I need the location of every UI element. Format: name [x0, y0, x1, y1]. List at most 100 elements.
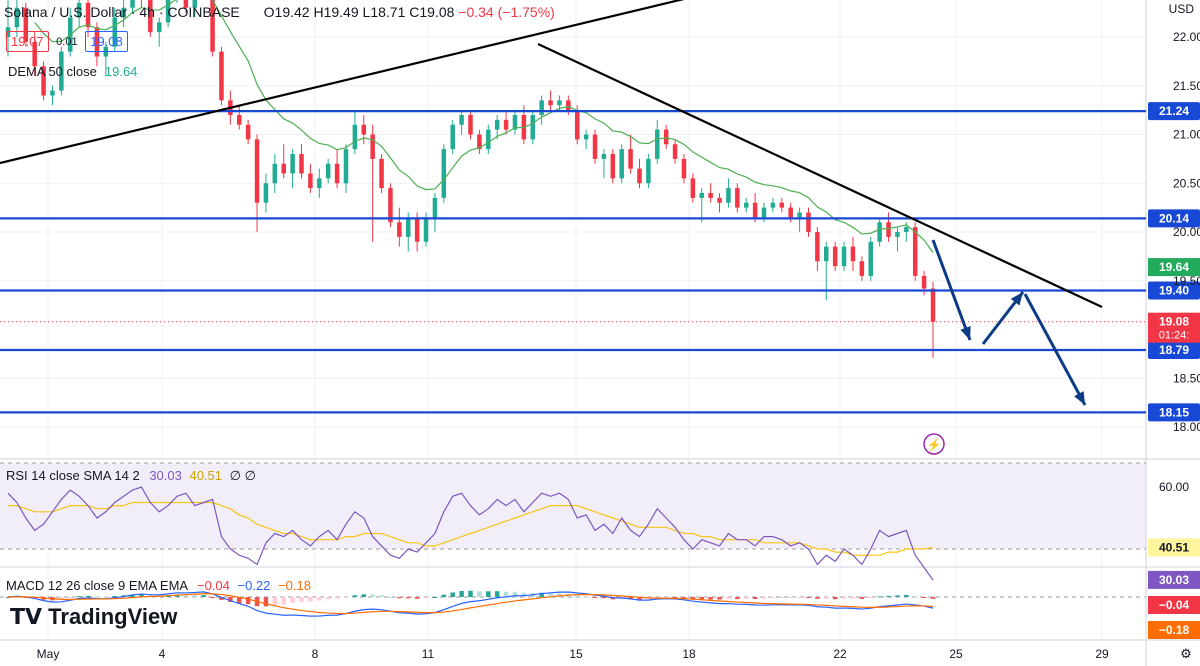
candle [619, 149, 624, 179]
rsi-ma-line [8, 501, 934, 556]
candle [752, 202, 758, 218]
candle [921, 275, 927, 289]
currency-selector[interactable]: USD [1168, 2, 1194, 16]
candle [699, 193, 704, 198]
candle [806, 212, 811, 232]
macd-label: MACD 12 26 close 9 EMA EMA [6, 578, 188, 593]
lightning-icon: ⚡ [927, 438, 942, 452]
candle [832, 246, 838, 267]
macd-histogram-bar [521, 592, 527, 597]
macd-histogram-bar [450, 592, 455, 597]
candle [14, 7, 20, 28]
candle [370, 134, 375, 159]
candle [325, 163, 331, 179]
time-tick: 15 [569, 647, 583, 661]
candle [414, 217, 420, 242]
candle [486, 129, 491, 150]
macd-histogram-bar [352, 595, 358, 597]
candle [450, 124, 455, 150]
candle [192, 0, 198, 8]
macd-histogram-bar [806, 597, 811, 598]
macd-histogram-bar [717, 597, 722, 600]
level-price-badge [1148, 209, 1200, 228]
candle [690, 178, 696, 198]
settings-icon: ⚙ [1180, 646, 1192, 661]
macd-line-value: −0.22 [237, 578, 271, 593]
rsi-badge [1148, 570, 1200, 589]
level-price-badge [1148, 340, 1200, 359]
candle [334, 163, 340, 184]
macd-histogram-bar [797, 597, 802, 598]
candle [503, 119, 509, 130]
rsi-ma-badge [1148, 538, 1200, 557]
candle [59, 51, 64, 91]
macd-histogram-bar [183, 595, 189, 597]
macd-histogram-bar [210, 597, 215, 598]
candle [743, 202, 749, 208]
candle [850, 246, 856, 262]
candle [824, 246, 829, 262]
macd-histogram-bar [379, 595, 384, 597]
candle [459, 115, 464, 125]
rsi-badge-label: 30.03 [1159, 573, 1189, 587]
candle [432, 197, 438, 218]
candle [165, 0, 171, 23]
dema-label: DEMA 50 close [8, 64, 97, 79]
rsi-line [7, 486, 934, 581]
macd-histogram-bar [921, 597, 927, 598]
macd-histogram-bar [699, 597, 704, 600]
rsi-ma-value: 40.51 [189, 468, 223, 483]
rsi-legend[interactable]: RSI 14 close SMA 14 2 30.03 40.51 ∅ ∅ [6, 468, 256, 484]
last-price-label: 19.08 [1159, 315, 1189, 329]
candle [388, 188, 393, 223]
macd-histogram-bar [868, 597, 873, 598]
candle [494, 119, 500, 130]
macd-histogram-bar [423, 597, 429, 599]
candle [530, 115, 536, 140]
macd-line [7, 591, 934, 617]
projection-arrowhead [1074, 391, 1085, 405]
macd-hist-badge-label: −0.04 [1159, 598, 1190, 612]
sell-price-button[interactable]: 19.07 [6, 31, 49, 52]
candle [557, 100, 562, 106]
candle [5, 27, 11, 37]
macd-signal-value: −0.18 [278, 578, 311, 593]
bar-countdown: 01:24: [1159, 330, 1190, 342]
macd-histogram-bar [708, 597, 713, 600]
candle [770, 202, 776, 208]
symbol-title[interactable]: Solana / U.S. Dollar · 4h · COINBASE [4, 4, 240, 20]
macd-histogram-bar [850, 597, 856, 599]
macd-histogram-bar [334, 597, 340, 599]
rsi-ma-badge-label: 40.51 [1159, 540, 1189, 554]
candle [717, 197, 722, 203]
level-price-label: 18.79 [1159, 343, 1189, 357]
dema-price-badge [1148, 258, 1200, 277]
candle [317, 178, 322, 189]
macd-histogram-bar [201, 595, 206, 597]
dema-legend[interactable]: DEMA 50 close 19.64 [8, 64, 137, 79]
macd-histogram-bar [886, 595, 891, 597]
candle [352, 124, 358, 150]
buy-price-button[interactable]: 19.08 [85, 31, 128, 52]
macd-histogram-bar [726, 597, 731, 600]
macd-histogram-bar [317, 597, 322, 601]
candle [50, 90, 55, 96]
level-price-badge [1148, 403, 1200, 422]
signal-line [7, 593, 934, 615]
macd-legend[interactable]: MACD 12 26 close 9 EMA EMA −0.04 −0.22 −… [6, 578, 311, 593]
candle [148, 0, 153, 33]
candle [94, 27, 100, 57]
tradingview-wordmark: TradingView [48, 604, 178, 629]
macd-histogram-bar [904, 594, 909, 597]
macd-histogram-bar [290, 597, 295, 603]
candle [868, 241, 873, 276]
macd-signal-badge-label: −0.18 [1159, 623, 1190, 637]
candle [32, 41, 37, 67]
dema-price-label: 19.64 [1159, 260, 1189, 274]
last-price-badge [1148, 312, 1200, 343]
macd-histogram-bar [815, 597, 820, 599]
macd-histogram-bar [779, 597, 785, 598]
macd-histogram-bar [325, 597, 331, 600]
macd-histogram-bar [361, 594, 367, 597]
